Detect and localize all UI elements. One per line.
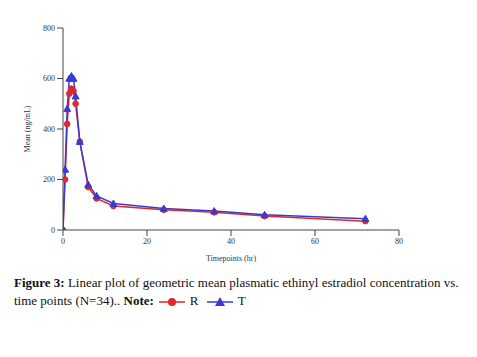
svg-text:600: 600	[43, 74, 55, 83]
svg-text:20: 20	[143, 237, 151, 246]
svg-text:400: 400	[43, 125, 55, 134]
html-text:Figure 3: Linear plot of geome: Figure 3: Linear plot of geometric mean …	[14, 275, 459, 308]
svg-text:200: 200	[43, 175, 55, 184]
svg-text:60: 60	[311, 237, 319, 246]
svg-text:Mean (ng/mL): Mean (ng/mL)	[23, 105, 32, 152]
svg-text:80: 80	[395, 237, 403, 246]
svg-text:0: 0	[61, 237, 65, 246]
svg-text:0: 0	[51, 226, 55, 235]
svg-text:40: 40	[227, 237, 235, 246]
svg-text:800: 800	[43, 24, 55, 33]
svg-text:Timepoints (hr): Timepoints (hr)	[206, 254, 256, 263]
html-text:T: T	[237, 293, 246, 308]
html-text:R: R	[189, 293, 199, 308]
